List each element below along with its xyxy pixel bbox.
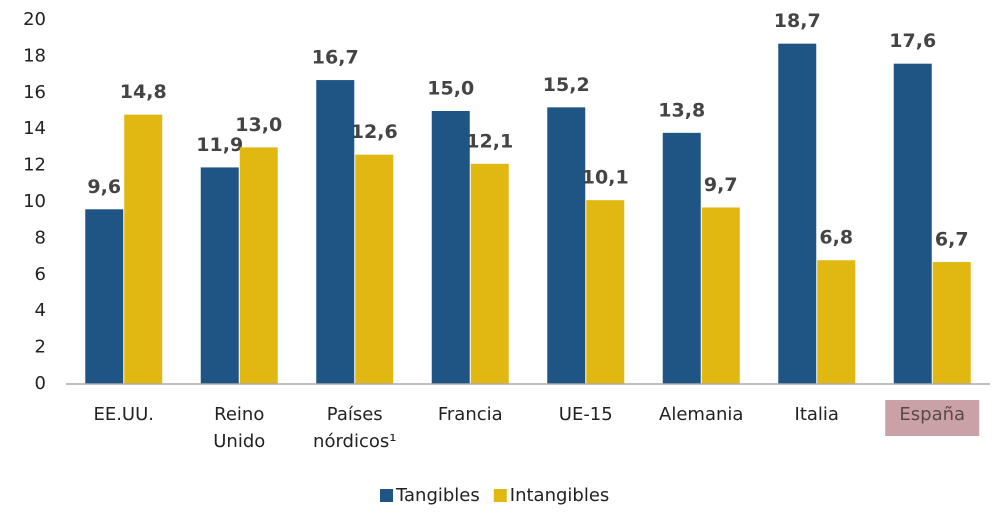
- bar: [547, 107, 586, 385]
- x-tick-label: Reino Unido: [213, 404, 265, 452]
- y-tick-label: 20: [23, 9, 46, 30]
- legend-label: Intangibles: [510, 485, 610, 506]
- value-label: 12,6: [351, 121, 398, 143]
- value-label: 13,8: [658, 99, 705, 121]
- bar: [586, 200, 625, 384]
- x-tick-line: Francia: [438, 404, 503, 425]
- bar: [355, 154, 394, 384]
- bar: [316, 80, 355, 384]
- bar: [817, 260, 856, 384]
- value-label: 15,0: [427, 78, 474, 100]
- x-tick-label: EE.UU.: [93, 404, 154, 425]
- bar: [893, 63, 932, 385]
- y-tick-label: 2: [35, 337, 46, 358]
- legend-label: Tangibles: [395, 485, 480, 506]
- category-highlight: [885, 400, 980, 436]
- y-tick-label: 0: [35, 373, 46, 394]
- y-tick-label: 18: [23, 45, 46, 66]
- value-label: 11,9: [196, 134, 243, 156]
- x-tick-line: nórdicos¹: [313, 431, 396, 452]
- x-tick-line: EE.UU.: [93, 404, 154, 425]
- bar: [662, 132, 701, 384]
- bar: [778, 43, 817, 384]
- bar: [932, 262, 971, 384]
- bar: [470, 163, 509, 384]
- x-tick-line: Alemania: [659, 404, 743, 425]
- bar: [701, 207, 740, 384]
- x-tick-label: Alemania: [659, 404, 743, 425]
- legend-swatch: [380, 489, 393, 502]
- x-tick-line: Países: [327, 404, 383, 425]
- x-tick-label: UE-15: [559, 404, 613, 425]
- x-tick-label: España: [899, 404, 965, 425]
- x-tick-line: España: [899, 404, 965, 425]
- value-label: 9,6: [87, 176, 121, 198]
- legend-swatch: [493, 489, 507, 502]
- value-label: 16,7: [312, 47, 359, 69]
- value-label: 14,8: [120, 81, 167, 103]
- y-tick-label: 6: [35, 264, 46, 285]
- bar: [85, 209, 124, 384]
- x-tick-line: UE-15: [559, 404, 613, 425]
- value-label: 9,7: [704, 174, 738, 196]
- value-label: 6,7: [935, 229, 969, 251]
- y-tick-label: 4: [35, 300, 46, 321]
- y-tick-label: 12: [23, 155, 46, 176]
- y-tick-label: 10: [23, 191, 46, 212]
- x-tick-line: Italia: [795, 404, 839, 425]
- y-tick-label: 14: [23, 118, 46, 139]
- x-tick-label: Italia: [795, 404, 839, 425]
- value-label: 17,6: [889, 30, 936, 52]
- value-label: 6,8: [819, 227, 853, 249]
- bar: [124, 114, 163, 384]
- value-label: 13,0: [235, 114, 282, 136]
- value-label: 18,7: [774, 10, 821, 32]
- x-tick-line: Reino: [214, 404, 264, 425]
- x-tick-label: Francia: [438, 404, 503, 425]
- x-tick-line: Unido: [213, 431, 265, 452]
- x-tick-label: Países nórdicos¹: [313, 404, 396, 452]
- bar: [200, 167, 239, 384]
- value-label: 12,1: [466, 130, 513, 152]
- bar: [239, 147, 278, 384]
- y-tick-label: 16: [23, 82, 46, 103]
- bar: [431, 111, 470, 384]
- y-tick-label: 8: [35, 227, 46, 248]
- value-label: 10,1: [582, 167, 629, 189]
- value-label: 15,2: [543, 74, 590, 96]
